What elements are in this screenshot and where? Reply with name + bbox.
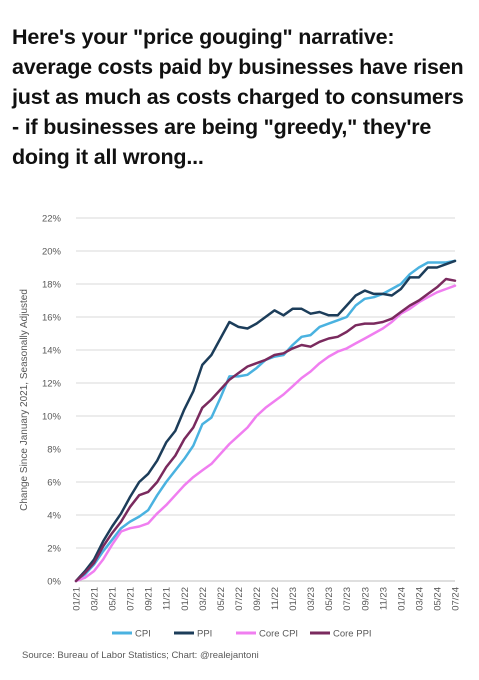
- x-tick-label: 01/24: [396, 587, 407, 611]
- y-tick-label: 10%: [42, 412, 62, 423]
- x-tick-label: 07/24: [451, 587, 462, 611]
- y-tick-label: 0%: [47, 577, 61, 588]
- x-tick-label: 05/23: [324, 587, 335, 611]
- x-tick-label: 05/21: [108, 587, 119, 611]
- x-tick-label: 01/21: [72, 587, 83, 611]
- core-ppi-series-line: [74, 277, 457, 583]
- core-ppi-legend-label: Core PPI: [333, 629, 372, 640]
- x-tick-label: 03/24: [414, 587, 425, 611]
- cpi-series-line: [74, 259, 457, 583]
- ppi-series-line: [74, 259, 457, 583]
- y-tick-label: 4%: [47, 511, 61, 522]
- y-axis-label: Change Since January 2021, Seasonally Ad…: [19, 289, 30, 511]
- y-tick-label: 12%: [42, 379, 62, 390]
- ppi-legend-label: PPI: [197, 629, 212, 640]
- x-tick-label: 05/22: [216, 587, 227, 611]
- x-tick-label: 07/21: [126, 587, 137, 611]
- y-tick-label: 8%: [47, 445, 61, 456]
- y-tick-label: 20%: [42, 247, 62, 258]
- x-tick-label: 09/22: [252, 587, 263, 611]
- source-note: Source: Bureau of Labor Statistics; Char…: [22, 650, 259, 661]
- x-tick-label: 11/23: [378, 587, 389, 610]
- legend: CPI PPI Core CPI Core PPI: [112, 629, 372, 640]
- series-lines: [74, 259, 457, 583]
- x-tick-label: 07/22: [234, 587, 245, 611]
- x-tick-label: 09/23: [360, 587, 371, 611]
- chart-headline: Here's your "price gouging" narrative: a…: [12, 25, 464, 169]
- x-tick-label: 01/22: [180, 587, 191, 611]
- x-tick-label: 11/21: [162, 587, 173, 610]
- x-tick-label: 05/24: [432, 587, 443, 611]
- y-tick-label: 6%: [47, 478, 61, 489]
- x-tick-label: 03/23: [306, 587, 317, 611]
- y-tick-label: 16%: [42, 313, 62, 324]
- y-tick-label: 18%: [42, 280, 62, 291]
- core-cpi-series-line: [74, 284, 457, 583]
- x-tick-label: 01/23: [288, 587, 299, 611]
- core-cpi-legend-label: Core CPI: [259, 629, 298, 640]
- y-tick-label: 2%: [47, 544, 61, 555]
- x-axis-ticks: 01/21 03/21 05/21 07/21 09/21 11/21 01/22 03/22…: [72, 587, 462, 611]
- x-tick-label: 07/23: [342, 587, 353, 611]
- x-tick-label: 03/22: [198, 587, 209, 611]
- cpi-legend-label: CPI: [135, 629, 151, 640]
- x-tick-label: 03/21: [90, 587, 101, 611]
- y-tick-label: 14%: [42, 346, 62, 357]
- y-axis-ticks: 0% 2% 4% 6% 8% 10% 12% 14% 16% 18% 20% 22%: [42, 214, 62, 588]
- x-tick-label: 11/22: [270, 587, 281, 610]
- y-tick-label: 22%: [42, 214, 62, 225]
- x-tick-label: 09/21: [144, 587, 155, 611]
